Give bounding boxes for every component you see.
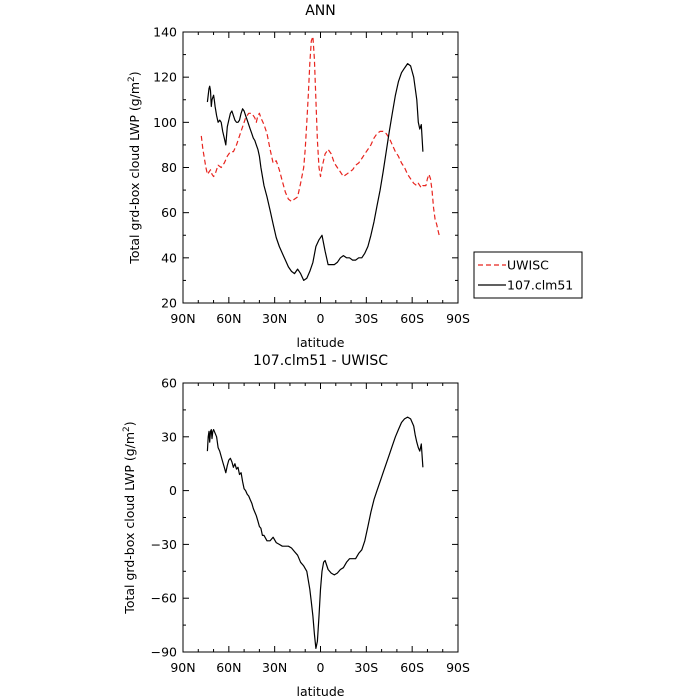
y-tick-label: 60 bbox=[161, 376, 177, 391]
x-tick-label: 60N bbox=[216, 660, 241, 675]
y-tick-label: 100 bbox=[153, 115, 177, 130]
x-tick-label: 60S bbox=[400, 311, 424, 326]
y-tick-label: 140 bbox=[153, 25, 177, 40]
x-tick-label: 30N bbox=[262, 311, 287, 326]
legend: UWISC 107.clm51 bbox=[473, 251, 583, 299]
y-tick-label: 0 bbox=[169, 483, 177, 498]
series-line-107-clm51 bbox=[206, 63, 424, 281]
legend-box bbox=[473, 251, 583, 299]
x-tick-label: 0 bbox=[317, 660, 325, 675]
x-tick-label: 90S bbox=[446, 660, 470, 675]
plot-frame bbox=[182, 382, 459, 653]
y-axis-label: Total grd-box cloud LWP (g/m2) bbox=[127, 71, 142, 264]
x-tick-label: 90N bbox=[170, 311, 195, 326]
y-tick-label: 40 bbox=[161, 250, 177, 265]
y-tick-label: 30 bbox=[161, 429, 177, 444]
series-line-difference bbox=[206, 416, 424, 649]
x-tick-label: 60N bbox=[216, 311, 241, 326]
bottom-panel: 107.clm51 - UWISC 90N 60N 30N 0 30S 60S 90S −90 −… bbox=[122, 353, 470, 699]
chart-title: 107.clm51 - UWISC bbox=[253, 353, 388, 369]
x-tick-label: 0 bbox=[317, 311, 325, 326]
y-tick-label: −60 bbox=[151, 591, 177, 606]
x-axis-label: latitude bbox=[297, 684, 345, 699]
y-tick-label: −30 bbox=[151, 537, 177, 552]
top-panel: ANN 90N 60N 30N 0 30S 60S 90S 20 40 60 80 100 120 140 l… bbox=[127, 3, 583, 350]
series-line-uwisc bbox=[200, 35, 441, 238]
y-tick-label: 60 bbox=[161, 205, 177, 220]
chart-title: ANN bbox=[305, 3, 336, 19]
y-axis-label: Total grd-box cloud LWP (g/m2) bbox=[122, 421, 137, 614]
x-tick-label: 90S bbox=[446, 311, 470, 326]
x-tick-label: 90N bbox=[170, 660, 195, 675]
x-tick-label: 30N bbox=[262, 660, 287, 675]
legend-label: 107.clm51 bbox=[507, 278, 573, 293]
y-tick-label: 20 bbox=[161, 296, 177, 311]
x-axis-label: latitude bbox=[297, 335, 345, 350]
y-tick-label: 80 bbox=[161, 160, 177, 175]
plot-frame bbox=[182, 31, 459, 304]
legend-label: UWISC bbox=[507, 258, 549, 273]
x-tick-label: 30S bbox=[354, 660, 378, 675]
x-tick-label: 60S bbox=[400, 660, 424, 675]
y-tick-label: −90 bbox=[151, 645, 177, 660]
y-tick-label: 120 bbox=[153, 70, 177, 85]
x-tick-label: 30S bbox=[354, 311, 378, 326]
